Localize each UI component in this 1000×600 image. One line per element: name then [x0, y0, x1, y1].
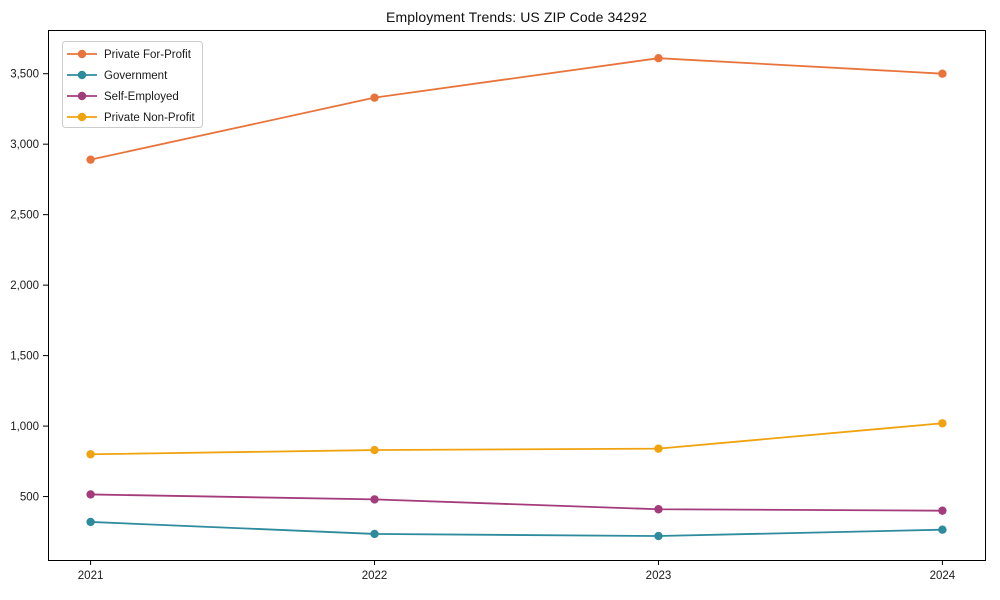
legend-label-government: Government [104, 70, 168, 82]
chart-title: Employment Trends: US ZIP Code 34292 [386, 9, 647, 25]
series-line-self-employed [89, 493, 944, 512]
x-axis-tick-label: 2023 [646, 570, 672, 582]
series-marker-government [938, 525, 947, 534]
series-marker-self-employed [938, 506, 947, 515]
y-axis-tick-label: 2,500 [10, 210, 39, 222]
legend-box [62, 41, 203, 128]
series-marker-private-for-profit [86, 155, 95, 164]
series-marker-self-employed [370, 495, 379, 504]
y-axis-tick-label: 2,000 [10, 280, 39, 292]
series-marker-private-for-profit [938, 69, 947, 78]
y-axis-tick-label: 3,500 [10, 69, 39, 81]
x-axis-tick-label: 2024 [930, 570, 956, 582]
legend-label-private-for-profit: Private For-Profit [104, 49, 192, 61]
x-axis-tick-label: 2022 [362, 570, 388, 582]
series-marker-government [370, 529, 379, 539]
plot-border [48, 30, 986, 561]
series-marker-government [654, 531, 663, 541]
legend-marker-government [77, 70, 87, 80]
series-marker-private-non-profit [654, 444, 663, 453]
y-axis-tick-label: 3,000 [10, 139, 39, 151]
y-axis-tick-label: 1,000 [10, 421, 39, 433]
series-line-private-for-profit [89, 57, 944, 161]
series-marker-government [86, 517, 95, 527]
series-marker-private-non-profit [370, 445, 379, 455]
series-line-government [89, 521, 944, 537]
legend-label-private-non-profit: Private Non-Profit [104, 112, 196, 124]
series-marker-private-non-profit [86, 450, 95, 459]
series-marker-private-for-profit [654, 53, 663, 63]
series-marker-self-employed [86, 490, 95, 499]
legend-label-self-employed: Self-Employed [104, 91, 179, 103]
y-axis-tick-label: 1,500 [10, 351, 39, 363]
legend-marker-self-employed [77, 91, 87, 101]
series-marker-self-employed [654, 505, 663, 514]
series-marker-private-non-profit [938, 419, 947, 428]
series-line-private-non-profit [89, 422, 944, 456]
y-axis-tick-label: 500 [20, 492, 39, 504]
legend-marker-private-non-profit [77, 112, 87, 122]
legend-marker-private-for-profit [77, 49, 87, 59]
series-marker-private-for-profit [370, 93, 379, 102]
x-axis-tick-label: 2021 [78, 570, 104, 582]
